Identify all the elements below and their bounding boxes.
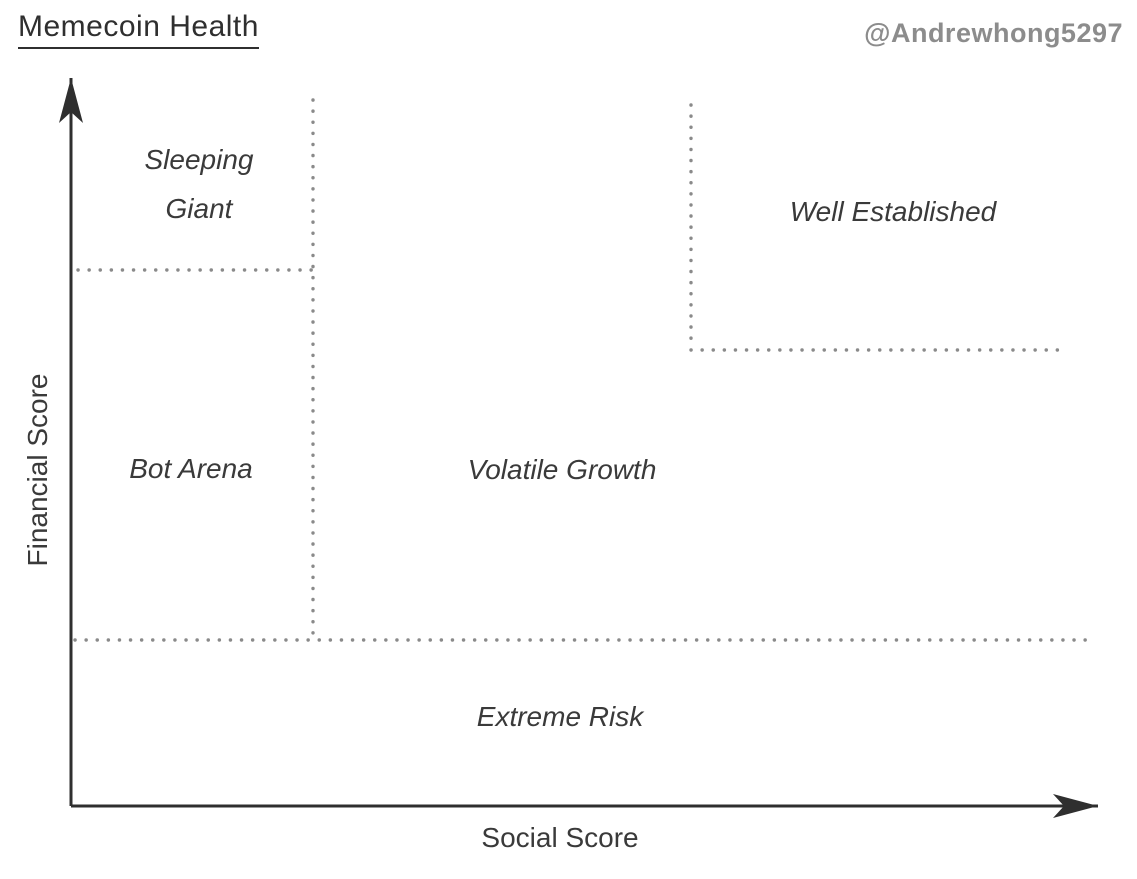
region-label-volatile-growth: Volatile Growth <box>467 454 657 485</box>
page-title: Memecoin Health <box>18 10 259 49</box>
x-axis-label: Social Score <box>481 822 639 853</box>
region-label-bot-arena: Bot Arena <box>129 453 253 484</box>
region-label-well-established: Well Established <box>789 196 997 227</box>
watermark-handle: @Andrewhong5297 <box>864 18 1123 48</box>
region-label-extreme-risk: Extreme Risk <box>476 701 644 732</box>
region-label-sleeping-giant: Sleeping Giant <box>144 144 254 224</box>
y-axis-label: Financial Score <box>22 373 53 567</box>
